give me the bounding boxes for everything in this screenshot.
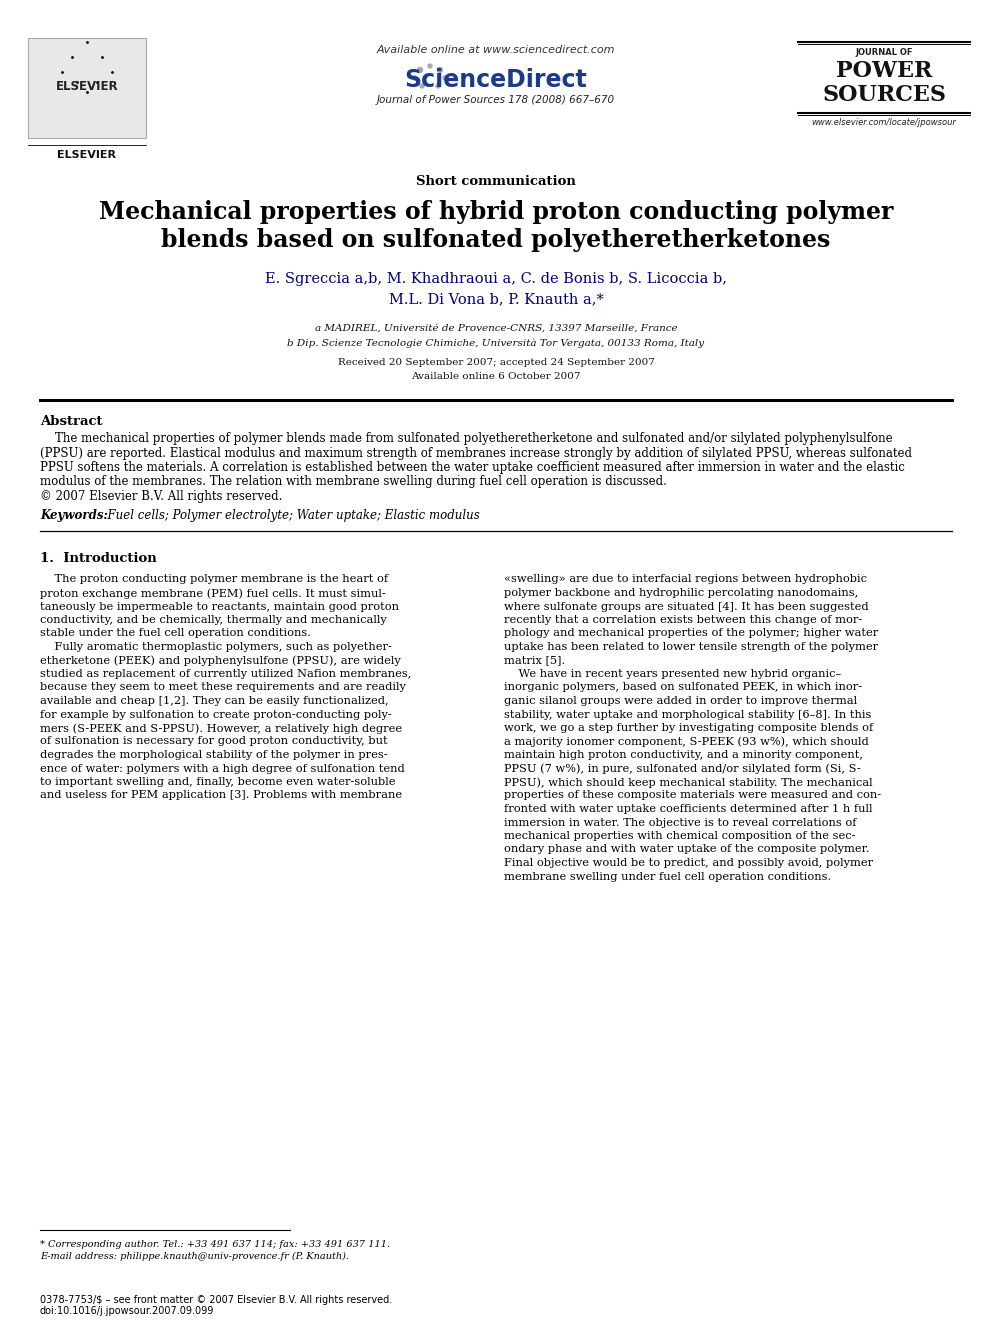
Text: for example by sulfonation to create proton-conducting poly-: for example by sulfonation to create pro… (40, 709, 392, 720)
Text: SOURCES: SOURCES (822, 83, 946, 106)
Circle shape (413, 75, 417, 79)
Text: Fully aromatic thermoplastic polymers, such as polyether-: Fully aromatic thermoplastic polymers, s… (40, 642, 392, 652)
Text: stable under the fuel cell operation conditions.: stable under the fuel cell operation con… (40, 628, 311, 639)
Circle shape (443, 75, 447, 79)
Text: mers (S-PEEK and S-PPSU). However, a relatively high degree: mers (S-PEEK and S-PPSU). However, a rel… (40, 722, 402, 733)
Text: b Dip. Scienze Tecnologie Chimiche, Università Tor Vergata, 00133 Roma, Italy: b Dip. Scienze Tecnologie Chimiche, Univ… (288, 337, 704, 348)
Text: ence of water: polymers with a high degree of sulfonation tend: ence of water: polymers with a high degr… (40, 763, 405, 774)
Circle shape (437, 67, 442, 73)
Text: ondary phase and with water uptake of the composite polymer.: ondary phase and with water uptake of th… (504, 844, 870, 855)
Text: Final objective would be to predict, and possibly avoid, polymer: Final objective would be to predict, and… (504, 859, 873, 868)
Text: and useless for PEM application [3]. Problems with membrane: and useless for PEM application [3]. Pro… (40, 791, 402, 800)
Text: www.elsevier.com/locate/jpowsour: www.elsevier.com/locate/jpowsour (811, 118, 956, 127)
Text: of sulfonation is necessary for good proton conductivity, but: of sulfonation is necessary for good pro… (40, 737, 388, 746)
Text: ganic silanol groups were added in order to improve thermal: ganic silanol groups were added in order… (504, 696, 857, 706)
Text: phology and mechanical properties of the polymer; higher water: phology and mechanical properties of the… (504, 628, 878, 639)
Text: a majority ionomer component, S-PEEK (93 w%), which should: a majority ionomer component, S-PEEK (93… (504, 737, 869, 747)
Text: fronted with water uptake coefficients determined after 1 h full: fronted with water uptake coefficients d… (504, 804, 873, 814)
Text: «swelling» are due to interfacial regions between hydrophobic: «swelling» are due to interfacial region… (504, 574, 867, 585)
Text: E-mail address: philippe.knauth@univ-provence.fr (P. Knauth).: E-mail address: philippe.knauth@univ-pro… (40, 1252, 349, 1261)
Text: Short communication: Short communication (416, 175, 576, 188)
Text: work, we go a step further by investigating composite blends of: work, we go a step further by investigat… (504, 722, 873, 733)
Circle shape (420, 83, 424, 89)
Text: We have in recent years presented new hybrid organic–: We have in recent years presented new hy… (504, 669, 841, 679)
Text: mechanical properties with chemical composition of the sec-: mechanical properties with chemical comp… (504, 831, 855, 841)
Text: a MADIREL, Université de Provence-CNRS, 13397 Marseille, France: a MADIREL, Université de Provence-CNRS, … (314, 324, 678, 333)
Text: taneously be impermeable to reactants, maintain good proton: taneously be impermeable to reactants, m… (40, 602, 399, 611)
Text: to important swelling and, finally, become even water-soluble: to important swelling and, finally, beco… (40, 777, 396, 787)
Text: Fuel cells; Polymer electrolyte; Water uptake; Elastic modulus: Fuel cells; Polymer electrolyte; Water u… (100, 508, 480, 521)
Text: JOURNAL OF: JOURNAL OF (855, 48, 913, 57)
Text: immersion in water. The objective is to reveal correlations of: immersion in water. The objective is to … (504, 818, 856, 827)
Circle shape (428, 64, 432, 67)
Text: ELSEVIER: ELSEVIER (58, 149, 116, 160)
Text: ELSEVIER: ELSEVIER (56, 79, 118, 93)
Text: © 2007 Elsevier B.V. All rights reserved.: © 2007 Elsevier B.V. All rights reserved… (40, 490, 283, 503)
Text: etherketone (PEEK) and polyphenylsulfone (PPSU), are widely: etherketone (PEEK) and polyphenylsulfone… (40, 655, 401, 665)
Text: conductivity, and be chemically, thermally and mechanically: conductivity, and be chemically, thermal… (40, 615, 387, 624)
Text: 0378-7753/$ – see front matter © 2007 Elsevier B.V. All rights reserved.: 0378-7753/$ – see front matter © 2007 El… (40, 1295, 392, 1304)
Text: E. Sgreccia a,b, M. Khadhraoui a, C. de Bonis b, S. Licoccia b,: E. Sgreccia a,b, M. Khadhraoui a, C. de … (265, 273, 727, 286)
Text: Mechanical properties of hybrid proton conducting polymer: Mechanical properties of hybrid proton c… (99, 200, 893, 224)
Text: because they seem to meet these requirements and are readily: because they seem to meet these requirem… (40, 683, 406, 692)
Text: Received 20 September 2007; accepted 24 September 2007: Received 20 September 2007; accepted 24 … (337, 359, 655, 366)
Text: matrix [5].: matrix [5]. (504, 655, 565, 665)
Bar (28, 38, 146, 138)
Text: uptake has been related to lower tensile strength of the polymer: uptake has been related to lower tensile… (504, 642, 878, 652)
Circle shape (436, 83, 440, 89)
Text: doi:10.1016/j.jpowsour.2007.09.099: doi:10.1016/j.jpowsour.2007.09.099 (40, 1306, 214, 1316)
Text: maintain high proton conductivity, and a minority component,: maintain high proton conductivity, and a… (504, 750, 863, 759)
Circle shape (418, 67, 423, 73)
Text: available and cheap [1,2]. They can be easily functionalized,: available and cheap [1,2]. They can be e… (40, 696, 389, 706)
Text: degrades the morphological stability of the polymer in pres-: degrades the morphological stability of … (40, 750, 388, 759)
Text: M.L. Di Vona b, P. Knauth a,*: M.L. Di Vona b, P. Knauth a,* (389, 292, 603, 306)
Text: Abstract: Abstract (40, 415, 102, 429)
Text: Available online at www.sciencedirect.com: Available online at www.sciencedirect.co… (377, 45, 615, 56)
Text: Keywords:: Keywords: (40, 508, 108, 521)
Text: proton exchange membrane (PEM) fuel cells. It must simul-: proton exchange membrane (PEM) fuel cell… (40, 587, 386, 598)
Text: polymer backbone and hydrophilic percolating nanodomains,: polymer backbone and hydrophilic percola… (504, 587, 858, 598)
Text: PPSU), which should keep mechanical stability. The mechanical: PPSU), which should keep mechanical stab… (504, 777, 873, 787)
Text: PPSU (7 w%), in pure, sulfonated and/or silylated form (Si, S-: PPSU (7 w%), in pure, sulfonated and/or … (504, 763, 861, 774)
Text: where sulfonate groups are situated [4]. It has been suggested: where sulfonate groups are situated [4].… (504, 602, 869, 611)
Text: Available online 6 October 2007: Available online 6 October 2007 (412, 372, 580, 381)
Text: (PPSU) are reported. Elastical modulus and maximum strength of membranes increas: (PPSU) are reported. Elastical modulus a… (40, 446, 912, 459)
Text: properties of these composite materials were measured and con-: properties of these composite materials … (504, 791, 881, 800)
Text: The mechanical properties of polymer blends made from sulfonated polyetheretherk: The mechanical properties of polymer ble… (40, 433, 893, 445)
Text: stability, water uptake and morphological stability [6–8]. In this: stability, water uptake and morphologica… (504, 709, 871, 720)
Text: studied as replacement of currently utilized Nafion membranes,: studied as replacement of currently util… (40, 669, 412, 679)
Text: Journal of Power Sources 178 (2008) 667–670: Journal of Power Sources 178 (2008) 667–… (377, 95, 615, 105)
Text: The proton conducting polymer membrane is the heart of: The proton conducting polymer membrane i… (40, 574, 388, 585)
Text: * Corresponding author. Tel.: +33 491 637 114; fax: +33 491 637 111.: * Corresponding author. Tel.: +33 491 63… (40, 1240, 390, 1249)
Text: POWER: POWER (836, 60, 932, 82)
Text: blends based on sulfonated polyetheretherketones: blends based on sulfonated polyetherethe… (162, 228, 830, 251)
Text: modulus of the membranes. The relation with membrane swelling during fuel cell o: modulus of the membranes. The relation w… (40, 475, 667, 488)
Text: membrane swelling under fuel cell operation conditions.: membrane swelling under fuel cell operat… (504, 872, 831, 881)
Text: inorganic polymers, based on sulfonated PEEK, in which inor-: inorganic polymers, based on sulfonated … (504, 683, 862, 692)
Text: ScienceDirect: ScienceDirect (405, 67, 587, 93)
Text: recently that a correlation exists between this change of mor-: recently that a correlation exists betwe… (504, 615, 862, 624)
Text: PPSU softens the materials. A correlation is established between the water uptak: PPSU softens the materials. A correlatio… (40, 460, 905, 474)
Text: 1.  Introduction: 1. Introduction (40, 553, 157, 565)
